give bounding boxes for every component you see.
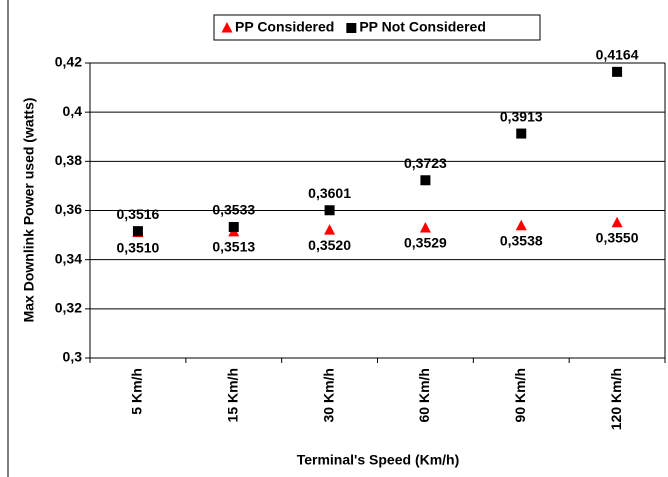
x-tick-label: 15 Km/h (224, 368, 240, 422)
data-label: 0,3538 (500, 232, 543, 248)
triangle-marker (515, 219, 527, 231)
x-tick-label: 5 Km/h (129, 368, 145, 415)
data-label: 0,3520 (308, 237, 351, 253)
y-tick-label: 0,36 (55, 201, 82, 217)
data-label: 0,3723 (404, 155, 447, 171)
data-label: 0,3601 (308, 185, 351, 201)
data-label: 0,3533 (212, 202, 255, 218)
data-label: 0,3513 (212, 239, 255, 255)
data-label: 0,4164 (596, 47, 639, 63)
triangle-marker (324, 224, 336, 235)
triangle-marker (611, 216, 623, 228)
data-label: 0,3516 (117, 206, 160, 222)
x-tick-label: 60 Km/h (416, 368, 432, 422)
square-marker (324, 205, 335, 216)
legend-label: PP Not Considered (359, 19, 486, 35)
y-tick-label: 0,32 (55, 300, 82, 316)
x-tick-label: 120 Km/h (608, 368, 624, 430)
y-tick-label: 0,4 (63, 103, 83, 119)
data-label: 0,3529 (404, 235, 447, 251)
x-tick-label: 30 Km/h (320, 368, 336, 422)
y-tick-label: 0,42 (55, 54, 82, 70)
square-marker (346, 23, 357, 33)
legend-box (213, 14, 541, 41)
triangle-marker (419, 221, 431, 233)
x-axis-label: Terminal's Speed (Km/h) (297, 452, 460, 468)
data-label: 0,3510 (117, 239, 160, 255)
square-marker (516, 128, 527, 139)
square-marker (420, 175, 431, 186)
square-marker (228, 221, 239, 232)
triangle-marker (221, 22, 233, 33)
y-tick-label: 0,3 (63, 349, 83, 365)
x-tick-label: 90 Km/h (512, 368, 528, 422)
legend-label: PP Considered (235, 19, 334, 35)
data-label: 0,3913 (500, 108, 543, 124)
y-tick-label: 0,38 (55, 152, 82, 168)
y-tick-label: 0,34 (55, 250, 82, 266)
y-axis-label: Max Downlink Power used (watts) (21, 98, 37, 323)
data-label: 0,3550 (596, 229, 639, 245)
square-marker (612, 66, 623, 77)
square-marker (132, 226, 143, 237)
